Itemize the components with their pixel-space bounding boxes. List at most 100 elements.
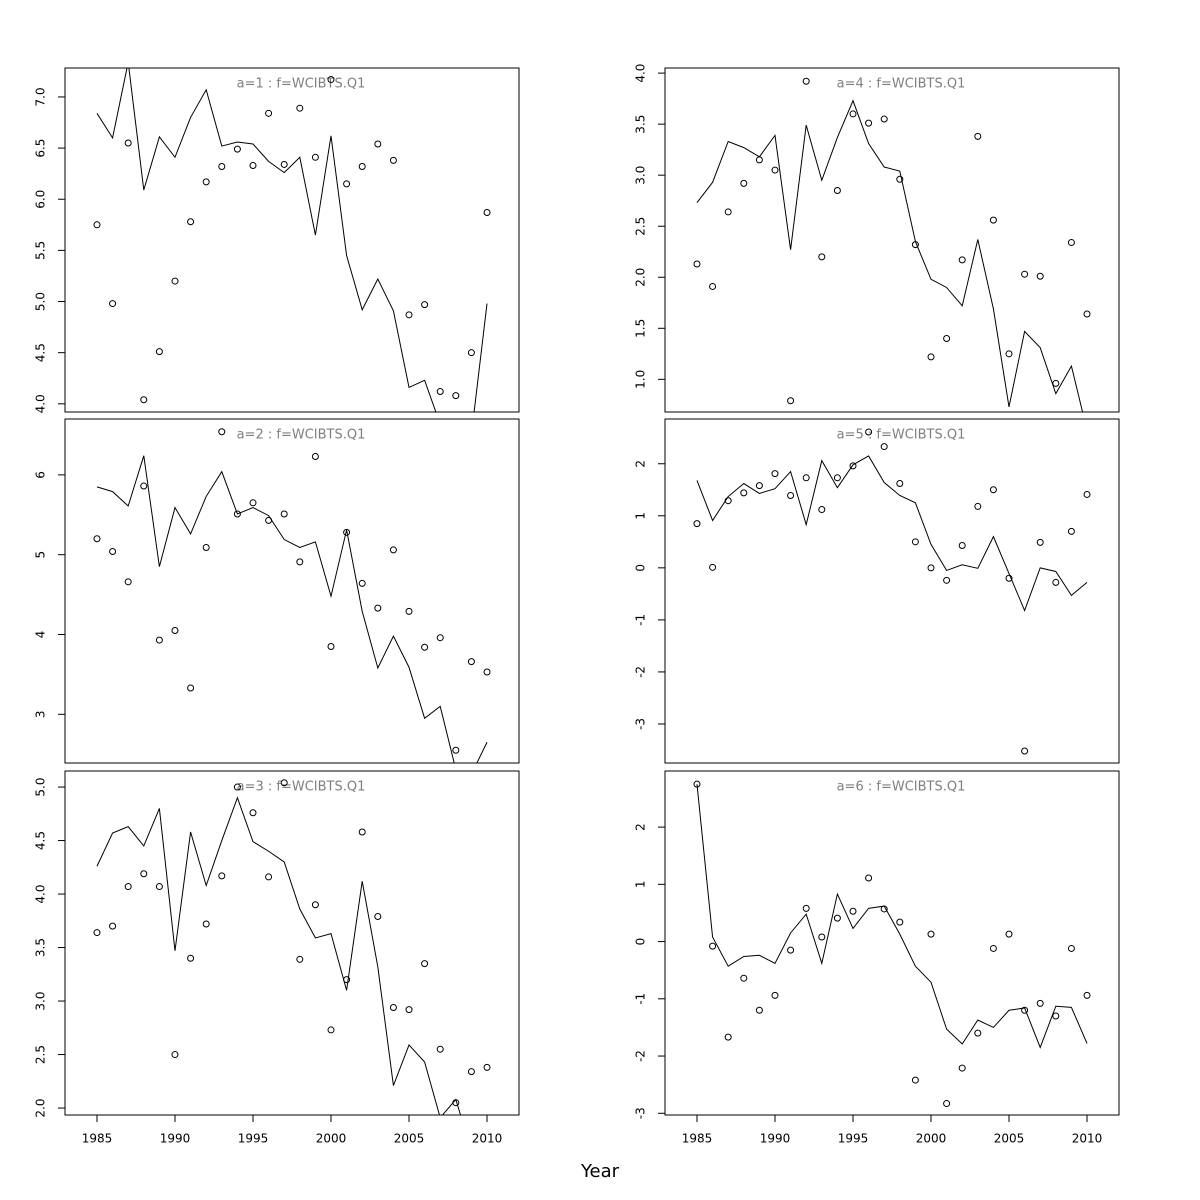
point (709, 282, 717, 290)
plot-frame (664, 67, 1120, 413)
point (109, 547, 117, 555)
plot-area (93, 779, 491, 1115)
point (974, 132, 982, 140)
y-tick-label: 5.5 (34, 241, 48, 260)
point (483, 1063, 491, 1071)
point (249, 161, 257, 169)
point (296, 558, 304, 566)
line (696, 455, 1088, 612)
point (93, 535, 101, 543)
point (374, 913, 382, 921)
y-tick-label: -3 (634, 1107, 648, 1119)
point (724, 208, 732, 216)
plot-frame (664, 418, 1120, 764)
point (849, 907, 857, 915)
point (865, 874, 873, 882)
point (927, 353, 935, 361)
point (155, 348, 163, 356)
point (187, 218, 195, 226)
y-tick-label: 2 (634, 823, 648, 831)
point (958, 541, 966, 549)
point (436, 634, 444, 642)
point (249, 499, 257, 507)
point (218, 428, 226, 436)
point (187, 684, 195, 692)
y-tick-label: 2.5 (34, 1045, 48, 1064)
point (865, 428, 873, 436)
x-tick-label: 1995 (238, 1132, 269, 1146)
panel-title: a=1 : f=WCIBTS.Q1 (237, 77, 366, 92)
point (202, 920, 210, 928)
y-tick-label: 2.0 (34, 1098, 48, 1117)
y-tick-label: -1 (634, 614, 648, 626)
point (880, 443, 888, 451)
point (943, 1100, 951, 1108)
plot-area (693, 77, 1091, 412)
point (452, 746, 460, 754)
point (436, 1045, 444, 1053)
panel: a=3 : f=WCIBTS.Q1 2.0 2.5 3.0 3.5 4.0 4.5 5.0 19… (34, 770, 520, 1146)
point (436, 388, 444, 396)
point (452, 392, 460, 400)
point (358, 579, 366, 587)
point (327, 1026, 335, 1034)
point (974, 502, 982, 510)
point (467, 658, 475, 666)
point (296, 104, 304, 112)
point (989, 944, 997, 952)
point (155, 883, 163, 891)
point (327, 642, 335, 650)
plot-frame (664, 770, 1120, 1116)
y-tick-label: 0 (634, 938, 648, 946)
y-tick-label: 3.0 (34, 991, 48, 1010)
y-tick-label: 6.5 (34, 139, 48, 158)
x-tick-label: 2000 (916, 1132, 947, 1146)
y-tick-label: -1 (634, 993, 648, 1005)
plot-frame (64, 418, 520, 764)
point (124, 883, 132, 891)
point (467, 349, 475, 357)
point (833, 914, 841, 922)
point (740, 489, 748, 497)
point (358, 828, 366, 836)
point (927, 564, 935, 572)
point (1005, 930, 1013, 938)
point (865, 119, 873, 127)
panel-title: a=5 : f=WCIBTS.Q1 (837, 428, 966, 443)
point (740, 974, 748, 982)
point (421, 960, 429, 968)
y-tick-label: 3.5 (634, 115, 648, 134)
point (405, 311, 413, 319)
plot-area (693, 780, 1091, 1108)
point (1036, 272, 1044, 280)
panel-title: a=3 : f=WCIBTS.Q1 (237, 780, 366, 795)
point (202, 178, 210, 186)
point (802, 904, 810, 912)
point (296, 955, 304, 963)
point (483, 209, 491, 217)
x-tick-label: 1990 (160, 1132, 191, 1146)
point (896, 480, 904, 488)
point (155, 636, 163, 644)
point (311, 153, 319, 161)
point (109, 922, 117, 930)
point (911, 538, 919, 546)
x-tick-label: 2010 (472, 1132, 503, 1146)
y-tick-label: 5.0 (34, 292, 48, 311)
point (124, 139, 132, 147)
point (171, 1051, 179, 1059)
line (696, 784, 1088, 1049)
point (1021, 270, 1029, 278)
line (96, 68, 488, 412)
x-tick-label: 2005 (994, 1132, 1025, 1146)
point (818, 253, 826, 261)
y-tick-label: 1.5 (634, 319, 648, 338)
point (421, 301, 429, 309)
y-tick-label: 5.0 (34, 778, 48, 797)
point (202, 544, 210, 552)
point (389, 1003, 397, 1011)
point (787, 946, 795, 954)
y-tick-label: 4.5 (34, 343, 48, 362)
point (171, 277, 179, 285)
